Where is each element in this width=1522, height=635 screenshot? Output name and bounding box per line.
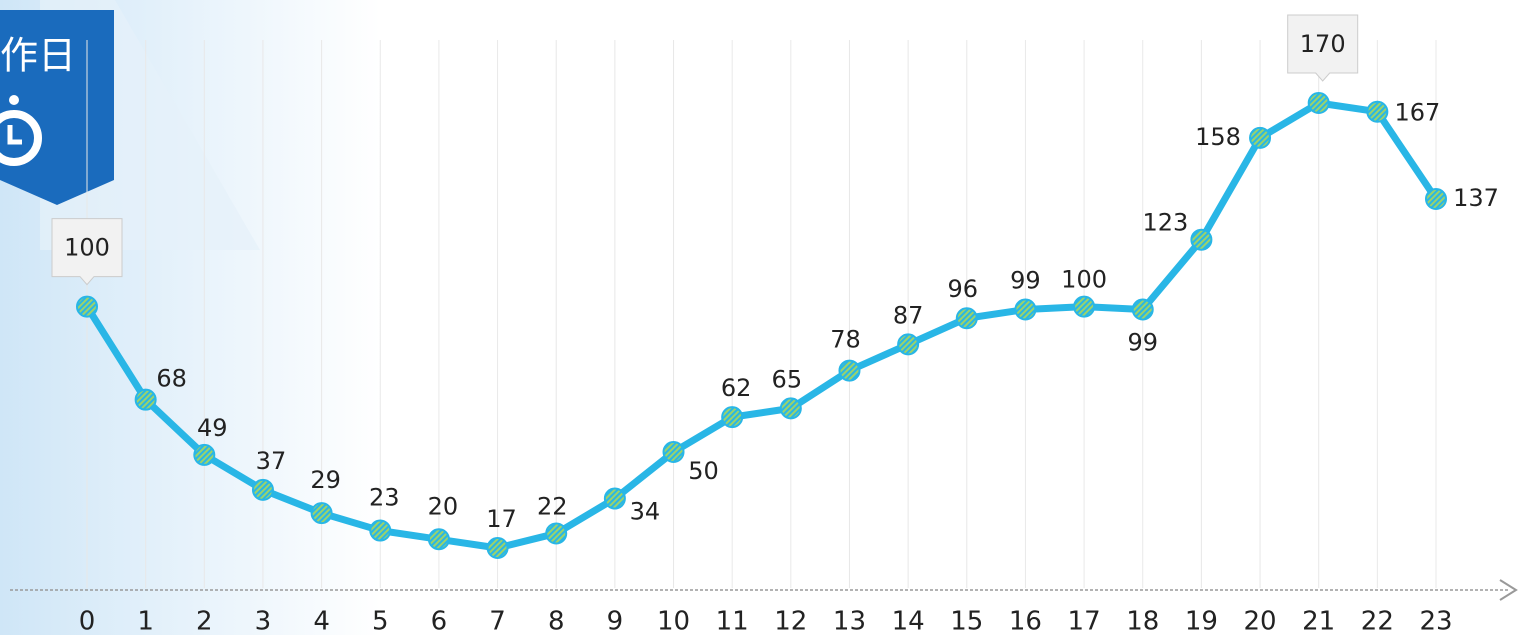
data-label: 20	[428, 492, 459, 520]
point	[721, 406, 744, 429]
data-label: 123	[1142, 209, 1188, 237]
data-label: 137	[1453, 184, 1499, 212]
point	[427, 528, 450, 551]
point	[603, 487, 626, 510]
clock-hands	[7, 125, 22, 145]
x-tick-label: 7	[489, 607, 506, 635]
point	[545, 522, 568, 545]
data-label: 100	[1061, 266, 1107, 294]
badge: 作日	[0, 10, 114, 205]
point	[1425, 187, 1447, 210]
data-label: 23	[369, 484, 400, 512]
point	[1249, 126, 1272, 149]
x-tick-label: 16	[1009, 607, 1042, 635]
data-label: 37	[256, 447, 287, 475]
data-label: 78	[830, 326, 861, 354]
x-tick-label: 2	[196, 607, 213, 635]
point	[251, 478, 274, 501]
x-tick-label: 12	[774, 607, 807, 635]
x-tick-label: 13	[833, 607, 866, 635]
point	[369, 519, 392, 542]
point	[134, 388, 157, 411]
data-label: 29	[310, 466, 341, 494]
x-tick-label: 19	[1185, 607, 1218, 635]
data-label: 96	[948, 275, 979, 303]
point	[955, 307, 978, 330]
x-tick-label: 1	[137, 607, 154, 635]
x-tick-label: 18	[1126, 607, 1159, 635]
point	[1190, 228, 1213, 251]
point	[1014, 298, 1037, 321]
x-tick-label: 11	[716, 607, 749, 635]
point	[1307, 92, 1330, 114]
data-label: 17	[486, 505, 517, 533]
data-label: 49	[197, 414, 228, 442]
x-tick-label: 5	[372, 607, 389, 635]
data-label: 34	[630, 498, 661, 526]
point	[1073, 295, 1096, 318]
x-tick-label: 9	[607, 607, 624, 635]
data-label: 62	[721, 374, 752, 402]
data-label: 68	[156, 365, 187, 393]
x-tick-label: 20	[1243, 607, 1276, 635]
data-label: 99	[1010, 267, 1041, 295]
x-tick-label: 14	[892, 607, 925, 635]
x-tick-label: 6	[431, 607, 448, 635]
callout	[1287, 14, 1359, 82]
point	[897, 333, 920, 356]
x-tick-label: 21	[1302, 607, 1335, 635]
data-label: 167	[1394, 99, 1440, 127]
point	[310, 502, 333, 525]
point	[1366, 100, 1389, 123]
point	[486, 537, 509, 559]
point	[193, 443, 216, 466]
data-label: 65	[772, 365, 803, 393]
clock-icon	[0, 110, 42, 166]
axis-arrow	[1499, 579, 1518, 601]
x-tick-label: 23	[1419, 607, 1452, 635]
point	[1131, 298, 1154, 321]
data-label: 100	[64, 234, 110, 262]
data-label: 87	[893, 301, 924, 329]
x-tick-label: 4	[313, 607, 330, 635]
callout	[51, 218, 123, 286]
data-label: 170	[1300, 30, 1346, 58]
clock-bell	[9, 95, 19, 105]
badge-text: 作日	[0, 34, 76, 78]
x-tick-label: 22	[1361, 607, 1394, 635]
point	[779, 397, 802, 420]
x-tick-label: 10	[657, 607, 690, 635]
x-tick-label: 8	[548, 607, 565, 635]
point	[838, 359, 861, 382]
data-label: 22	[537, 492, 568, 520]
x-tick-label: 3	[255, 607, 272, 635]
data-label: 50	[688, 457, 719, 485]
point	[662, 441, 685, 464]
point	[76, 295, 98, 318]
x-tick-label: 15	[950, 607, 983, 635]
data-label: 99	[1127, 329, 1158, 357]
data-label: 158	[1195, 123, 1241, 151]
x-tick-label: 0	[79, 607, 96, 635]
x-tick-label: 17	[1068, 607, 1101, 635]
